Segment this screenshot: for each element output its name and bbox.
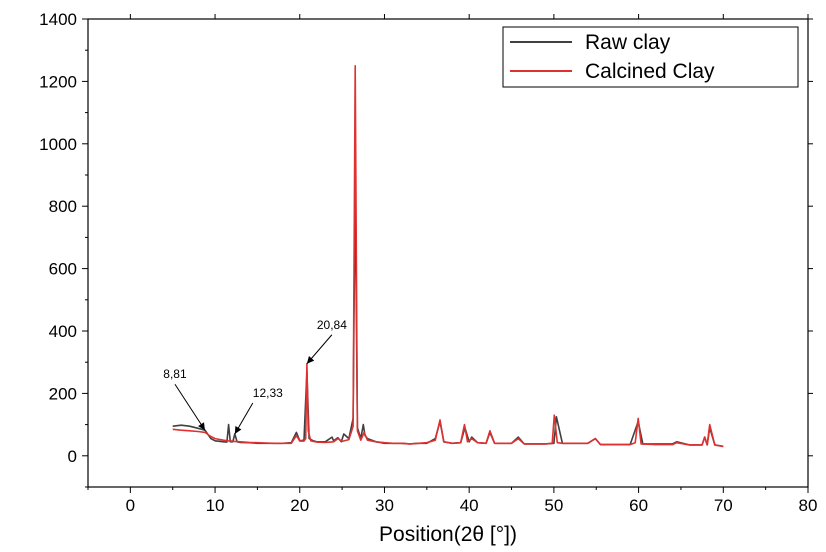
x-tick-label: 80 bbox=[799, 496, 818, 515]
annotation-arrow bbox=[174, 383, 206, 431]
x-tick-label: 40 bbox=[460, 496, 479, 515]
annotation-label: 8,81 bbox=[163, 367, 187, 381]
x-axis-ticks: 0 10 20 30 40 50 60 70 80 bbox=[87, 14, 818, 515]
annotation-label: 12,33 bbox=[253, 386, 283, 400]
legend: Raw clay Calcined Clay bbox=[502, 26, 799, 88]
annotation-arrowhead bbox=[198, 422, 205, 431]
annotation-layer: 8,81 12,33 20,84 bbox=[163, 318, 347, 435]
y-tick-label: 0 bbox=[68, 447, 77, 466]
y-tick-label: 600 bbox=[49, 260, 77, 279]
y-tick-label: 400 bbox=[49, 322, 77, 341]
series-line-calcined-clay bbox=[172, 65, 724, 448]
annotation-label: 20,84 bbox=[317, 318, 347, 332]
legend-label-raw-clay: Raw clay bbox=[585, 31, 671, 54]
x-tick-label: 10 bbox=[206, 496, 225, 515]
y-tick-label: 1400 bbox=[39, 10, 77, 29]
x-tick-label: 30 bbox=[375, 496, 394, 515]
x-tick-label: 0 bbox=[126, 496, 135, 515]
annotation-arrowhead bbox=[234, 425, 242, 434]
y-tick-label: 1000 bbox=[39, 135, 77, 154]
x-tick-label: 50 bbox=[544, 496, 563, 515]
plot-frame bbox=[87, 18, 809, 488]
x-tick-label: 60 bbox=[629, 496, 648, 515]
x-tick-label: 70 bbox=[714, 496, 733, 515]
x-axis-title: Position(2θ [°]) bbox=[379, 523, 517, 546]
y-tick-label: 800 bbox=[49, 197, 77, 216]
y-tick-label: 200 bbox=[49, 384, 77, 403]
y-axis-ticks: 0 200 400 600 800 1000 1200 1400 bbox=[39, 10, 813, 488]
legend-label-calcined-clay: Calcined Clay bbox=[585, 60, 715, 83]
annotation-arrowhead bbox=[306, 356, 315, 364]
x-tick-label: 20 bbox=[290, 496, 309, 515]
series-layer bbox=[172, 65, 724, 448]
y-tick-label: 1200 bbox=[39, 72, 77, 91]
legend-box bbox=[502, 26, 799, 88]
